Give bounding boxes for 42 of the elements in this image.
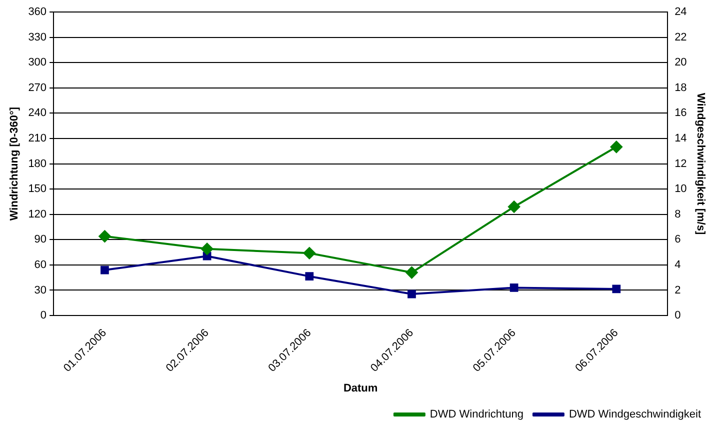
y2-tick-label: 14 [674,132,687,145]
y2-tick-label: 24 [674,6,687,18]
y2-tick-label: 18 [674,82,687,94]
point [201,242,214,255]
y2-tick-label: 2 [674,284,681,296]
y-tick-label: 150 [28,183,47,196]
y2-axis-title: Windgeschwindigkeit [m/s] [694,92,706,235]
y-tick-label: 330 [28,31,47,44]
legend-label: DWD Windrichtung [430,408,524,421]
y-tick-label: 270 [28,82,47,94]
y-tick-label: 180 [28,158,47,170]
point [508,200,520,213]
point [612,284,621,294]
y-tick-label: 60 [34,258,47,271]
y-tick-label: 360 [28,6,47,18]
y2-tick-label: 10 [674,183,687,196]
y-axis-title: Windrichtung [0-360°] [8,106,21,221]
y2-tick-label: 6 [674,234,681,246]
point [510,284,518,292]
point [305,272,314,281]
y2-tick-label: 22 [674,31,687,44]
x-axis-title: Datum [343,382,378,394]
point [100,266,109,274]
y-tick-label: 240 [28,107,47,120]
y2-tick-label: 16 [674,107,687,120]
point [408,290,416,298]
y-tick-label: 120 [28,208,47,220]
legend-label: DWD Windgeschwindigkeit [568,408,702,421]
point [610,140,622,153]
y2-tick-label: 4 [674,258,681,271]
y-tick-label: 0 [40,310,47,322]
y2-tick-label: 20 [674,56,687,69]
y-tick-label: 300 [28,56,47,69]
y2-tick-label: 0 [674,310,681,322]
point [98,230,111,242]
y2-tick-label: 12 [674,158,687,170]
point [303,247,316,260]
point [406,266,418,279]
y-tick-label: 90 [34,234,47,246]
y2-tick-label: 8 [674,208,681,220]
y-tick-label: 210 [28,132,47,145]
y-tick-label: 30 [34,284,47,296]
